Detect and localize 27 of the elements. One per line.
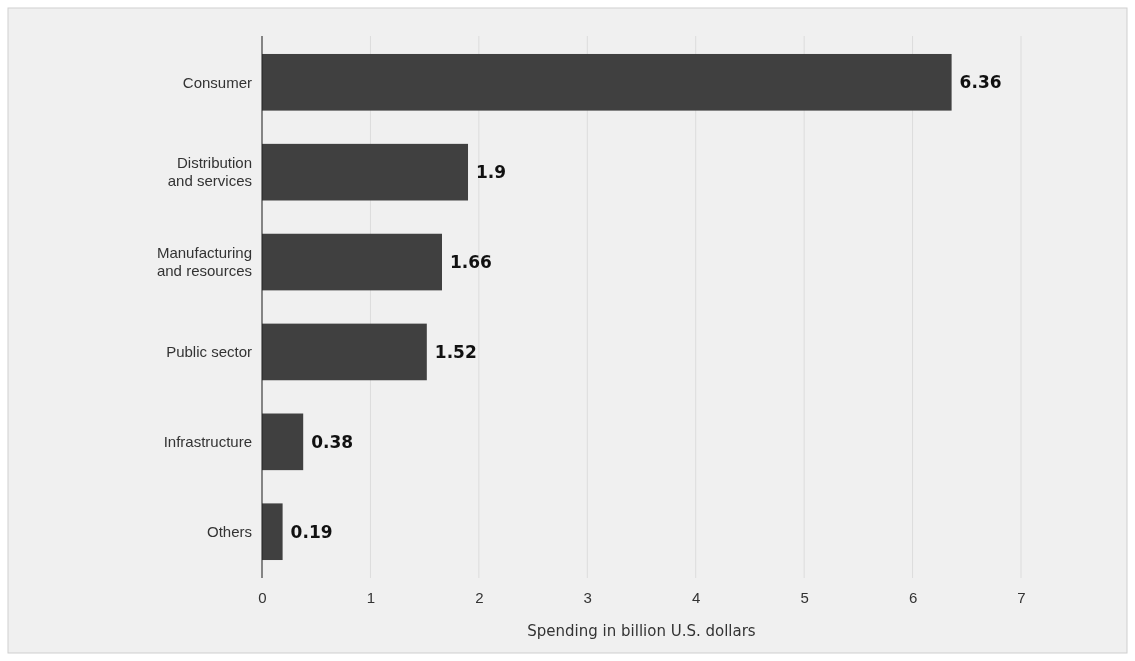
bar: [262, 413, 304, 471]
x-tick-label: 5: [800, 588, 809, 606]
data-label: 0.38: [311, 431, 354, 452]
bar: [262, 53, 952, 111]
y-tick-label: Manufacturing and resources: [156, 244, 252, 280]
bar: [262, 143, 469, 201]
data-label: 0.19: [290, 521, 333, 542]
x-tick-label: 2: [475, 588, 484, 606]
y-tick-label: Others: [206, 522, 252, 540]
y-tick-label: Infrastructure: [163, 433, 252, 451]
y-tick-label: Public sector: [166, 343, 252, 361]
y-tick-label: Consumer: [182, 73, 252, 91]
x-axis-title: Spending in billion U.S. dollars: [527, 622, 756, 640]
y-tick-label: Distribution and services: [167, 154, 252, 190]
x-tick-label: 6: [908, 588, 918, 606]
data-label: 1.52: [434, 341, 477, 362]
data-label: 1.9: [476, 162, 507, 183]
bar: [262, 323, 427, 381]
x-tick-label: 0: [258, 588, 267, 606]
x-tick-label: 7: [1017, 588, 1026, 606]
bar: [262, 233, 442, 291]
data-label: 1.66: [449, 252, 492, 273]
data-label: 6.36: [959, 72, 1002, 93]
bar: [262, 503, 283, 561]
x-tick-label: 4: [692, 588, 701, 606]
x-tick-label: 1: [366, 588, 376, 606]
x-tick-label: 3: [583, 588, 592, 606]
